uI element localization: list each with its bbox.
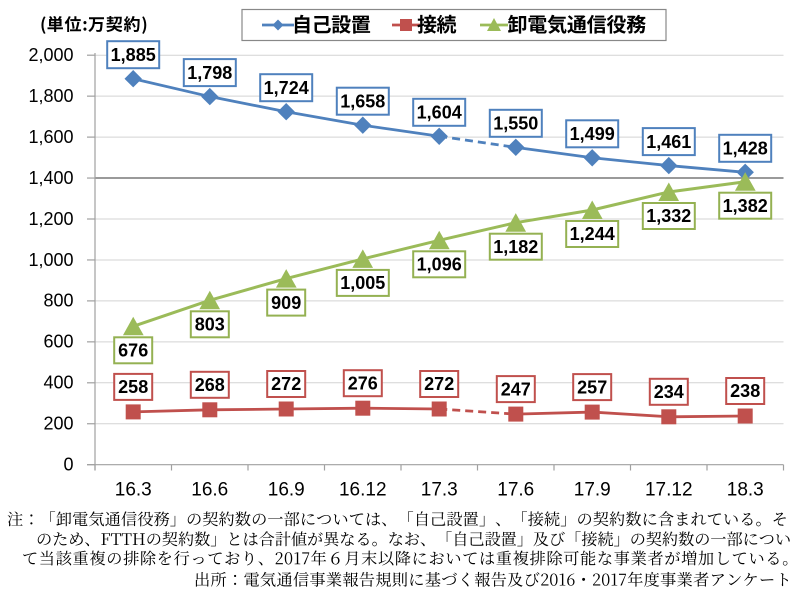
svg-text:600: 600 xyxy=(43,332,73,352)
svg-text:200: 200 xyxy=(43,414,73,434)
svg-text:247: 247 xyxy=(501,379,531,399)
svg-text:2,000: 2,000 xyxy=(28,45,73,65)
svg-text:257: 257 xyxy=(577,377,607,397)
svg-text:1,000: 1,000 xyxy=(28,250,73,270)
svg-text:238: 238 xyxy=(730,381,760,401)
svg-text:800: 800 xyxy=(43,291,73,311)
svg-text:17.12: 17.12 xyxy=(645,480,693,501)
svg-text:1,658: 1,658 xyxy=(340,91,385,111)
svg-text:1,600: 1,600 xyxy=(28,127,73,147)
svg-text:1,724: 1,724 xyxy=(264,78,309,98)
svg-text:17.3: 17.3 xyxy=(421,480,458,501)
svg-text:1,800: 1,800 xyxy=(28,86,73,106)
svg-text:1,461: 1,461 xyxy=(646,132,691,152)
svg-text:18.3: 18.3 xyxy=(727,480,764,501)
svg-text:1,798: 1,798 xyxy=(187,63,232,83)
svg-text:272: 272 xyxy=(424,374,454,394)
svg-text:234: 234 xyxy=(654,382,684,402)
svg-text:1,005: 1,005 xyxy=(340,273,385,293)
svg-text:16.6: 16.6 xyxy=(191,480,228,501)
svg-text:1,244: 1,244 xyxy=(570,224,615,244)
svg-text:16.3: 16.3 xyxy=(115,480,152,501)
svg-text:16.9: 16.9 xyxy=(268,480,305,501)
svg-text:1,428: 1,428 xyxy=(723,139,768,159)
svg-text:0: 0 xyxy=(63,455,73,475)
svg-text:1,200: 1,200 xyxy=(28,209,73,229)
svg-text:1,332: 1,332 xyxy=(646,206,691,226)
svg-text:1,885: 1,885 xyxy=(111,45,156,65)
svg-text:258: 258 xyxy=(118,377,148,397)
svg-text:803: 803 xyxy=(195,315,225,335)
svg-text:268: 268 xyxy=(195,375,225,395)
svg-text:1,550: 1,550 xyxy=(493,114,538,134)
svg-text:909: 909 xyxy=(271,293,301,313)
svg-text:1,382: 1,382 xyxy=(723,196,768,216)
svg-text:400: 400 xyxy=(43,373,73,393)
svg-text:1,499: 1,499 xyxy=(570,124,615,144)
svg-text:1,096: 1,096 xyxy=(417,255,462,275)
svg-text:676: 676 xyxy=(118,341,148,361)
svg-text:16.12: 16.12 xyxy=(339,480,387,501)
svg-text:17.9: 17.9 xyxy=(574,480,611,501)
svg-text:1,604: 1,604 xyxy=(417,103,462,123)
svg-text:1,400: 1,400 xyxy=(28,168,73,188)
svg-text:272: 272 xyxy=(271,374,301,394)
svg-text:1,182: 1,182 xyxy=(493,237,538,257)
svg-text:17.6: 17.6 xyxy=(497,480,534,501)
svg-text:276: 276 xyxy=(348,373,378,393)
